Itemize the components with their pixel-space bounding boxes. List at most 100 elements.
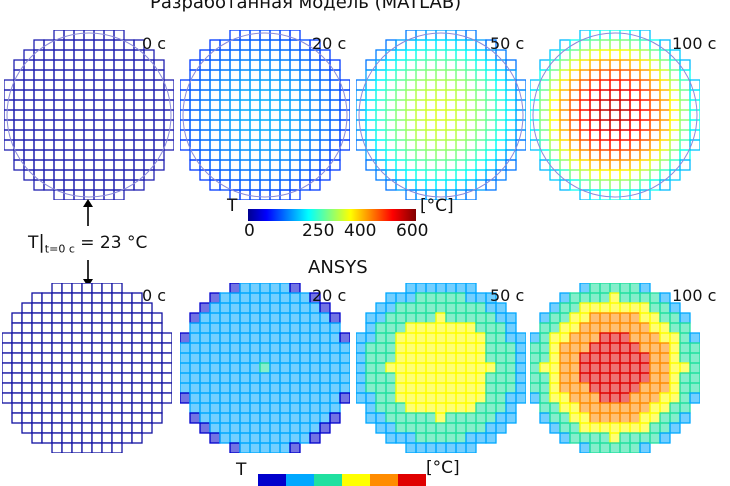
mesh-cell bbox=[131, 362, 143, 374]
mesh-cell bbox=[151, 352, 163, 364]
mesh-cell bbox=[669, 312, 681, 324]
mesh-cell bbox=[589, 442, 601, 453]
mesh-cell bbox=[229, 79, 241, 91]
mesh-cell bbox=[669, 382, 681, 394]
mesh-cell bbox=[599, 109, 611, 121]
mesh-cell bbox=[505, 119, 517, 131]
mesh-cell bbox=[445, 109, 457, 121]
mesh-cell bbox=[199, 129, 211, 141]
mesh-cell bbox=[475, 169, 487, 181]
mesh-cell bbox=[445, 402, 457, 414]
mesh-cell bbox=[289, 59, 301, 71]
mesh-cell bbox=[475, 432, 487, 444]
mesh-cell bbox=[515, 139, 526, 151]
mesh-cell bbox=[455, 362, 467, 374]
mesh-cell bbox=[209, 412, 221, 424]
mesh-cell bbox=[425, 362, 437, 374]
mesh-cell bbox=[599, 372, 611, 384]
mesh-cell bbox=[629, 302, 641, 314]
mesh-cell bbox=[609, 149, 621, 161]
mesh-cell bbox=[475, 129, 487, 141]
mesh-cell bbox=[33, 109, 45, 121]
mesh-cell bbox=[559, 362, 571, 374]
mesh-cell bbox=[219, 292, 231, 304]
mesh-cell bbox=[609, 372, 621, 384]
mesh-cell bbox=[209, 169, 221, 181]
mesh-cell bbox=[289, 39, 301, 51]
mesh-cell bbox=[329, 99, 341, 111]
mesh-cell bbox=[465, 139, 477, 151]
mesh-cell bbox=[209, 392, 221, 404]
mesh-cell bbox=[121, 402, 133, 414]
mesh-cell bbox=[209, 372, 221, 384]
mesh-cell bbox=[629, 49, 641, 61]
mesh-cell bbox=[73, 109, 85, 121]
mesh-cell bbox=[309, 89, 321, 101]
mesh-cell bbox=[549, 99, 561, 111]
mesh-cell bbox=[649, 79, 661, 91]
mesh-cell bbox=[589, 139, 601, 151]
mesh-cell bbox=[71, 412, 83, 424]
mesh-cell bbox=[279, 179, 291, 191]
mesh-cell bbox=[279, 402, 291, 414]
mesh-cell bbox=[299, 402, 311, 414]
mesh-cell bbox=[649, 382, 661, 394]
mesh-cell bbox=[73, 119, 85, 131]
mesh-cell bbox=[141, 322, 153, 334]
mesh-cell bbox=[41, 342, 53, 354]
mesh-cell bbox=[445, 129, 457, 141]
mesh-cell bbox=[549, 352, 561, 364]
mesh-cell bbox=[485, 99, 497, 111]
mesh-cell bbox=[515, 332, 526, 344]
mesh-cell bbox=[53, 119, 65, 131]
mesh-cell bbox=[559, 382, 571, 394]
matlab-mesh-20s bbox=[180, 30, 350, 200]
mesh-cell bbox=[63, 39, 75, 51]
mesh-cell bbox=[619, 149, 631, 161]
mesh-cell bbox=[365, 59, 377, 71]
mesh-cell bbox=[53, 69, 65, 81]
mesh-cell bbox=[435, 332, 447, 344]
mesh-cell bbox=[589, 422, 601, 434]
mesh-cell bbox=[455, 322, 467, 334]
mesh-cell bbox=[259, 332, 271, 344]
mesh-cell bbox=[549, 89, 561, 101]
mesh-cell bbox=[579, 332, 591, 344]
mesh-cell bbox=[669, 119, 681, 131]
mesh-cell bbox=[111, 312, 123, 324]
mesh-cell bbox=[279, 89, 291, 101]
mesh-cell bbox=[153, 129, 165, 141]
mesh-cell bbox=[151, 392, 163, 404]
mesh-cell bbox=[395, 129, 407, 141]
mesh-cell bbox=[43, 69, 55, 81]
mesh-cell bbox=[405, 352, 417, 364]
mesh-cell bbox=[269, 382, 281, 394]
mesh-cell bbox=[239, 332, 251, 344]
mesh-cell bbox=[455, 39, 467, 51]
mesh-cell bbox=[385, 59, 397, 71]
mesh-cell bbox=[199, 109, 211, 121]
mesh-cell bbox=[455, 402, 467, 414]
mesh-cell bbox=[269, 332, 281, 344]
mesh-cell bbox=[465, 59, 477, 71]
mesh-cell bbox=[539, 382, 551, 394]
mesh-cell bbox=[229, 442, 241, 453]
mesh-cell bbox=[579, 302, 591, 314]
mesh-cell bbox=[163, 119, 174, 131]
mesh-cell bbox=[31, 372, 43, 384]
mesh-cell bbox=[659, 109, 671, 121]
mesh-cell bbox=[425, 352, 437, 364]
mesh-cell bbox=[180, 392, 191, 404]
mesh-cell bbox=[649, 342, 661, 354]
mesh-cell bbox=[23, 69, 35, 81]
mesh-cell bbox=[289, 89, 301, 101]
mesh-cell bbox=[249, 109, 261, 121]
mesh-cell bbox=[43, 129, 55, 141]
mesh-cell bbox=[103, 89, 115, 101]
mesh-cell bbox=[43, 49, 55, 61]
mesh-cell bbox=[189, 312, 201, 324]
colorbar-band bbox=[314, 474, 342, 486]
mesh-cell bbox=[73, 169, 85, 181]
mesh-cell bbox=[153, 99, 165, 111]
mesh-cell bbox=[435, 39, 447, 51]
